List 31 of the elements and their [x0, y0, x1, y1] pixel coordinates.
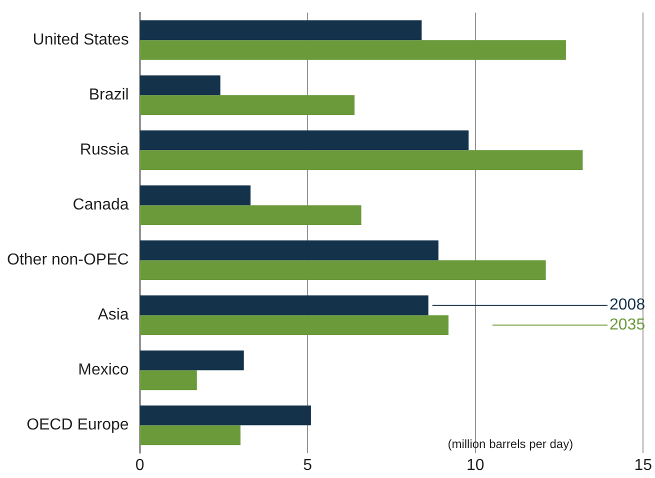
bar: [140, 405, 311, 426]
y-tick-label: Asia: [98, 306, 129, 324]
y-tick-label: Other non-OPEC: [7, 252, 129, 269]
y-tick-label: Mexico: [78, 362, 129, 379]
annotation: (million barrels per day): [448, 437, 574, 452]
y-tick-label: Canada: [72, 196, 129, 214]
x-tick-label: 0: [135, 456, 144, 474]
bar: [140, 425, 240, 446]
bar: [140, 130, 469, 150]
bar: [140, 40, 566, 60]
x-tick-label: 10: [466, 456, 484, 474]
bar: [140, 205, 362, 225]
x-tick-label: 5: [303, 456, 312, 474]
bar: [140, 295, 428, 316]
bar: [140, 260, 546, 280]
bar: [140, 315, 449, 336]
bar: [140, 370, 197, 390]
bar: [140, 150, 583, 170]
y-tick-label: Russia: [80, 142, 129, 159]
y-tick-label: United States: [32, 32, 129, 49]
x-tick-label: 15: [634, 456, 652, 474]
text: 2008: [610, 296, 646, 314]
y-tick-label: OECD Europe: [26, 416, 129, 434]
y-tick-label: Brazil: [88, 86, 129, 104]
bar: [140, 20, 422, 40]
bar: [140, 240, 438, 260]
bar: [140, 95, 355, 115]
bar: [140, 185, 251, 206]
bar: [140, 75, 220, 96]
text: 2035: [610, 316, 646, 334]
bar: [140, 350, 244, 370]
